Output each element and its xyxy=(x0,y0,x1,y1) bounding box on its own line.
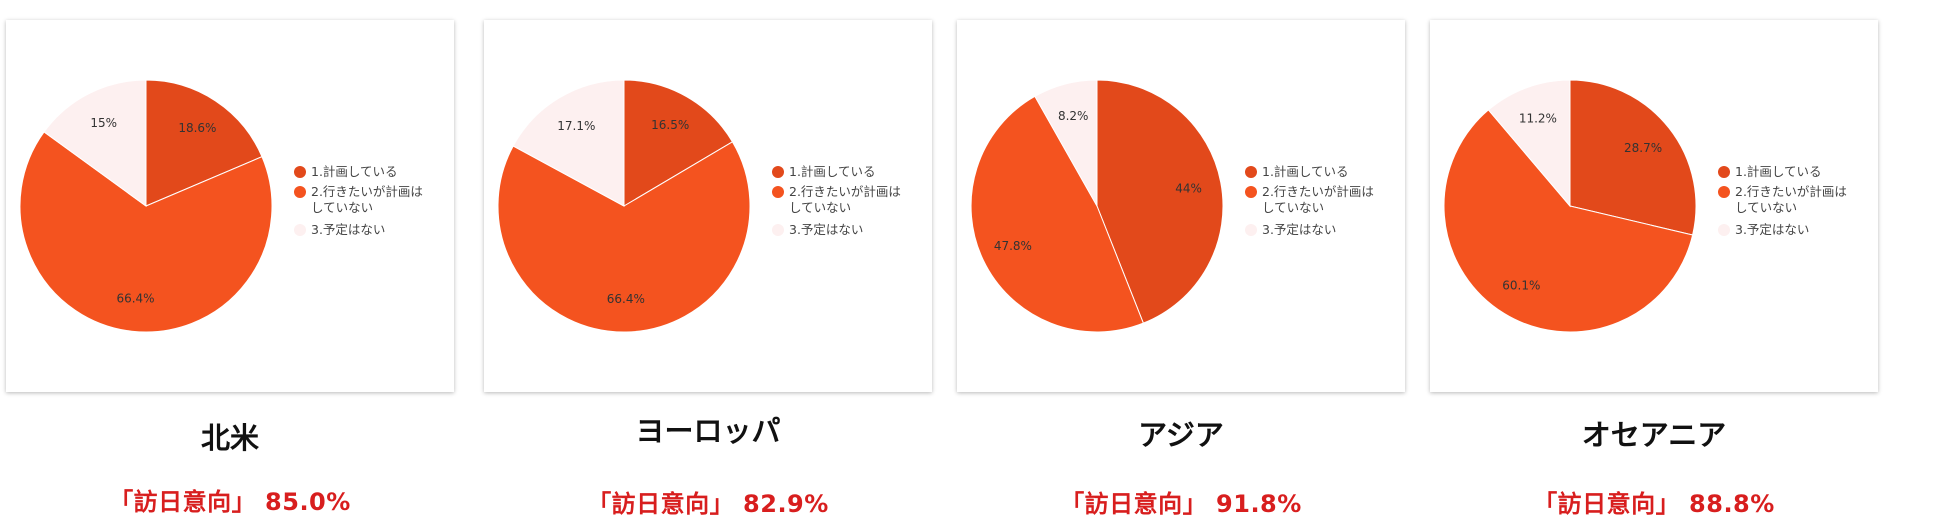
slice-want-not-planned xyxy=(970,95,1145,333)
legend-item-planning: 1.計画している xyxy=(294,164,398,179)
pie-chart-card: 28.7% 60.1% 11.2% 1.計画している 2.行きたいが計画は していない 3.… xyxy=(1430,20,1878,392)
legend-item-no-plan: 3.予定はない xyxy=(1245,222,1336,237)
legend-label: 3.予定はない xyxy=(1262,222,1336,237)
slice-value-label: 44% xyxy=(1175,182,1202,196)
legend-label: していない xyxy=(789,200,851,215)
legend-item-planning: 1.計画している xyxy=(1245,164,1349,179)
slice-value-label: 11.2% xyxy=(1519,112,1557,126)
legend-item-no-plan: 3.予定はない xyxy=(294,222,385,237)
legend-label: していない xyxy=(1735,200,1797,215)
pie-chart-card: 18.6% 66.4% 15% 1.計画している 2.行きたいが計画は していない 3.予定… xyxy=(6,20,454,392)
slice-value-label: 17.1% xyxy=(557,119,595,133)
legend-label: 2.行きたいが計画は xyxy=(311,184,423,199)
legend-item-no-plan: 3.予定はない xyxy=(772,222,863,237)
legend-marker xyxy=(1245,224,1257,236)
legend-marker xyxy=(1718,166,1730,178)
legend-label: していない xyxy=(311,200,373,215)
slice-no-plan xyxy=(43,79,147,207)
visit-intent-rate: 「訪日意向」 88.8% xyxy=(1533,490,1775,518)
legend-marker xyxy=(1245,166,1257,178)
slice-planning xyxy=(623,79,734,207)
slice-planning xyxy=(1096,79,1224,324)
visit-intent-rate: 「訪日意向」 91.8% xyxy=(1060,490,1302,518)
slice-want-not-planned xyxy=(497,141,751,333)
legend-item-planning: 1.計画している xyxy=(1718,164,1822,179)
visit-intent-rate: 「訪日意向」 85.0% xyxy=(109,488,351,516)
region-title: ヨーロッパ xyxy=(635,414,781,448)
slice-planning xyxy=(145,79,263,207)
legend-marker xyxy=(1718,224,1730,236)
slice-value-label: 28.7% xyxy=(1624,141,1662,155)
legend-label: 1.計画している xyxy=(1262,164,1349,179)
legend-marker xyxy=(294,186,306,198)
legend-label: 1.計画している xyxy=(789,164,876,179)
slice-value-label: 66.4% xyxy=(116,292,154,306)
legend-marker xyxy=(1718,186,1730,198)
chart-panel-north-america: 18.6% 66.4% 15% 1.計画している 2.行きたいが計画は していない 3.予定… xyxy=(6,0,466,531)
slice-value-label: 18.6% xyxy=(178,121,216,135)
chart-panel-oceania: 28.7% 60.1% 11.2% 1.計画している 2.行きたいが計画は していない 3.… xyxy=(1430,0,1890,531)
legend-label: 2.行きたいが計画は xyxy=(1735,184,1847,199)
legend-label: 3.予定はない xyxy=(1735,222,1809,237)
slice-no-plan xyxy=(1034,79,1098,208)
legend-item-no-plan: 3.予定はない xyxy=(1718,222,1809,237)
legend-label: していない xyxy=(1262,200,1324,215)
legend-marker xyxy=(772,224,784,236)
legend-marker xyxy=(294,166,306,178)
pie-chart-card: 16.5% 66.4% 17.1% 1.計画している 2.行きたいが計画は していない 3.… xyxy=(484,20,932,392)
chart-panel-europe: 16.5% 66.4% 17.1% 1.計画している 2.行きたいが計画は していない 3.… xyxy=(484,0,944,531)
slice-value-label: 8.2% xyxy=(1058,109,1089,123)
legend-label: 3.予定はない xyxy=(311,222,385,237)
slice-value-label: 47.8% xyxy=(994,239,1032,253)
region-title: 北米 xyxy=(200,421,259,455)
legend-item-planning: 1.計画している xyxy=(772,164,876,179)
region-title: アジア xyxy=(1138,418,1224,452)
slice-value-label: 15% xyxy=(90,116,117,130)
legend-label: 1.計画している xyxy=(311,164,398,179)
legend-label: 2.行きたいが計画は xyxy=(1262,184,1374,199)
legend-label: 1.計画している xyxy=(1735,164,1822,179)
slice-value-label: 60.1% xyxy=(1502,279,1540,293)
slice-value-label: 66.4% xyxy=(607,292,645,306)
legend-marker xyxy=(772,186,784,198)
region-title: オセアニア xyxy=(1581,418,1727,452)
slice-planning xyxy=(1569,79,1697,236)
slice-value-label: 16.5% xyxy=(651,118,689,132)
slice-no-plan xyxy=(1487,79,1571,208)
slice-want-not-planned xyxy=(19,131,273,333)
slice-no-plan xyxy=(512,79,625,207)
legend-label: 3.予定はない xyxy=(789,222,863,237)
pie-chart-card: 44% 47.8% 8.2% 1.計画している 2.行きたいが計画は していない 3.予定は… xyxy=(957,20,1405,392)
legend-marker xyxy=(1245,186,1257,198)
legend-marker xyxy=(294,224,306,236)
legend-marker xyxy=(772,166,784,178)
slice-want-not-planned xyxy=(1443,109,1694,333)
visit-intent-rate: 「訪日意向」 82.9% xyxy=(587,490,829,518)
chart-panel-asia: 44% 47.8% 8.2% 1.計画している 2.行きたいが計画は していない 3.予定は… xyxy=(957,0,1417,531)
legend-label: 2.行きたいが計画は xyxy=(789,184,901,199)
